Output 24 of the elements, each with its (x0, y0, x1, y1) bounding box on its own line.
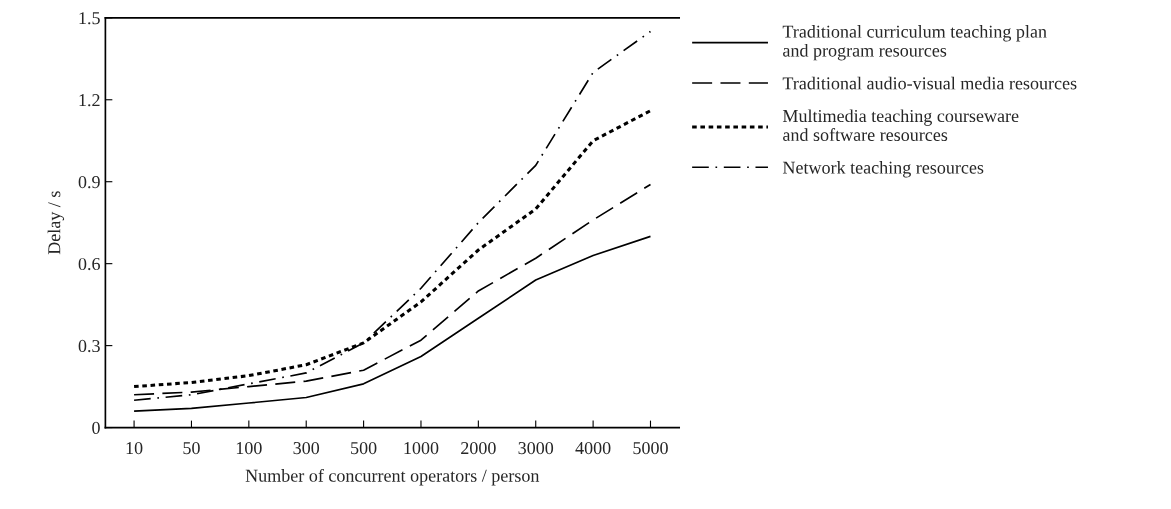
y-tick-label: 0.3 (78, 339, 100, 353)
y-tick-label: 0.6 (78, 257, 100, 271)
legend-label: Network teaching resources (782, 161, 984, 178)
x-tick-label: 10 (126, 441, 143, 455)
legend-label: Traditional curriculum teaching plan and program resources (782, 25, 1047, 61)
x-tick-label: 300 (293, 441, 320, 455)
y-tick-label: 0 (92, 421, 100, 434)
line-series (133, 30, 652, 402)
y-axis-title: Delay / s (47, 191, 65, 255)
x-tick-label: 3000 (518, 441, 554, 455)
x-tick-label: 1000 (404, 441, 439, 455)
legend-label: Traditional audio-visual media resources (782, 76, 1077, 90)
line-series (133, 235, 652, 413)
x-tick-label: 100 (236, 441, 262, 455)
x-tick-label: 4000 (575, 441, 611, 455)
x-tick-label: 5000 (633, 441, 668, 455)
x-axis-title: Number of concurrent operators / person (245, 468, 540, 486)
y-tick-label: 1.5 (79, 12, 100, 25)
legend-label: Multimedia teaching courseware and software resources (782, 109, 1019, 142)
y-tick-label: 1.2 (79, 94, 100, 107)
x-tick-label: 500 (351, 441, 377, 455)
x-tick-label: 50 (183, 441, 200, 455)
y-tick-label: 0.9 (78, 175, 100, 189)
x-tick-label: 2000 (461, 441, 496, 455)
